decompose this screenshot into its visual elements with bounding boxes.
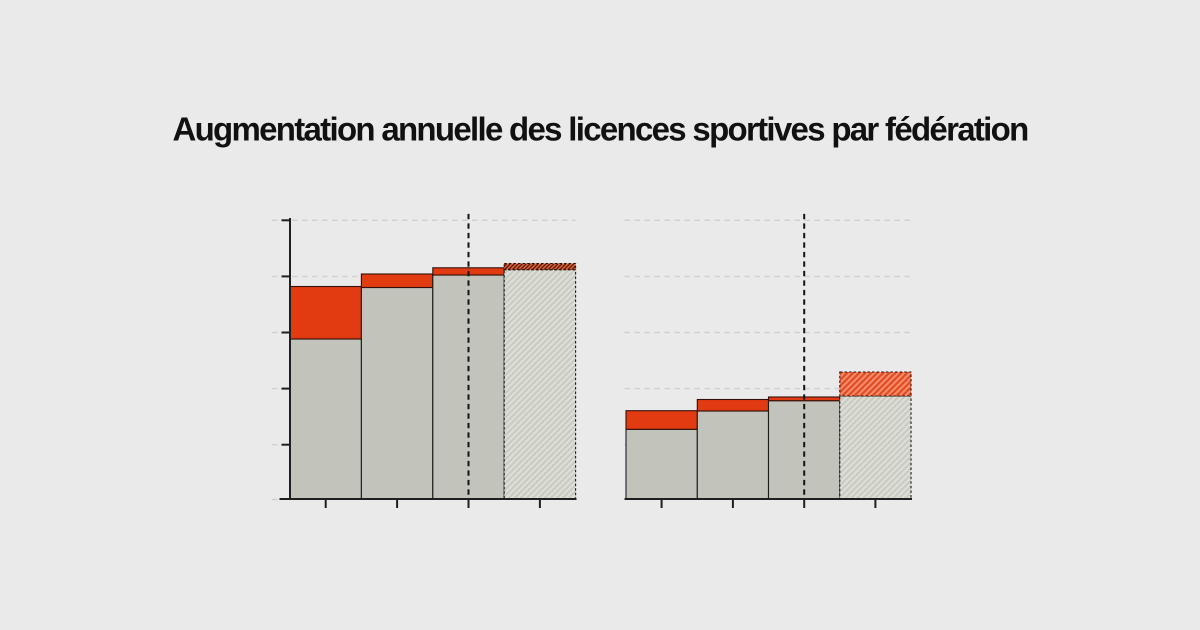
svg-text:Augmentation annuelle des lice: Augmentation annuelle des licences sport… [172, 110, 1028, 147]
